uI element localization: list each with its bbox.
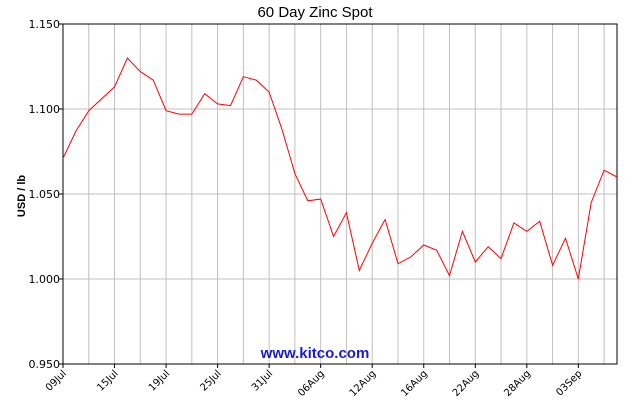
x-tick-label: 03Sep: [554, 368, 584, 398]
series-group: [62, 57, 618, 280]
x-axis-ticks: 09Jul 15Jul 19Jul 25Jul 31Jul 06Aug 12Aug 16Aug…: [44, 364, 584, 399]
x-tick-label: 19Jul: [147, 368, 172, 393]
x-tick-label: 12Aug: [348, 368, 379, 399]
x-tick-label: 06Aug: [296, 368, 327, 399]
x-tick-label: 09Jul: [44, 368, 69, 393]
chart-title: 60 Day Zinc Spot: [257, 4, 373, 21]
y-tick-label: 0.950: [29, 358, 61, 371]
x-tick-label: 22Aug: [451, 368, 482, 399]
y-tick-label: 1.100: [29, 103, 61, 116]
zinc-price-line: [62, 57, 618, 280]
x-tick-label: 25Jul: [198, 368, 223, 393]
watermark-url: www.kitco.com: [260, 345, 370, 362]
y-axis-ticks: 1.150 1.100 1.050 1.000 0.950: [29, 18, 63, 371]
y-axis-label: USD / lb: [16, 175, 28, 217]
x-tick-label: 31Jul: [250, 368, 275, 393]
y-tick-label: 1.000: [29, 273, 61, 286]
x-tick-label: 28Aug: [502, 368, 533, 399]
x-tick-label: 16Aug: [399, 368, 430, 399]
y-tick-label: 1.150: [29, 18, 61, 31]
x-tick-label: 15Jul: [95, 368, 120, 393]
y-tick-label: 1.050: [29, 188, 61, 201]
